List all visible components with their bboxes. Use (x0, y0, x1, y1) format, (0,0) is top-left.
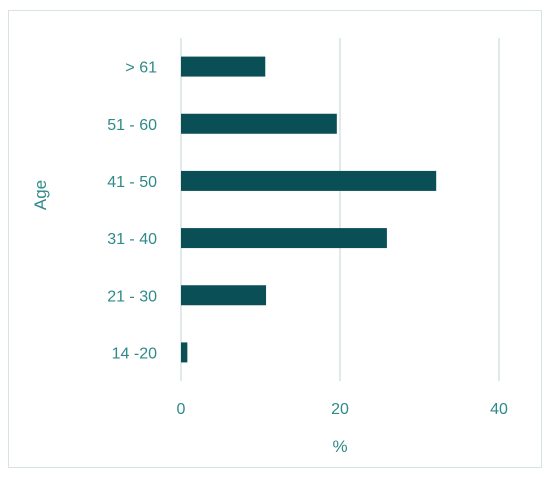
y-axis-title: Age (31, 180, 50, 210)
y-tick-label: 31 - 40 (107, 231, 157, 248)
bar-31-40 (181, 228, 387, 249)
x-tick-label: 0 (177, 401, 186, 418)
bar-layer (181, 56, 437, 363)
x-tick-label: 40 (490, 401, 508, 418)
bar-14-20 (181, 342, 188, 363)
y-tick-label: 41 - 50 (107, 174, 157, 191)
bar-21-30 (181, 285, 267, 306)
y-tick-label: > 61 (125, 60, 157, 77)
bar-51-60 (181, 113, 337, 134)
bar-41-50 (181, 170, 437, 191)
y-tick-label: 51 - 60 (107, 117, 157, 134)
y-tick-label: 14 -20 (112, 345, 157, 362)
grid-layer (180, 38, 500, 381)
label-layer: 0 20 40 14 -20 21 - 30 31 - 40 41 - 50 51 - 60 >… (107, 60, 508, 418)
x-axis-title: % (332, 437, 347, 456)
bar-61 (181, 56, 266, 77)
y-tick-label: 21 - 30 (107, 288, 157, 305)
x-tick-label: 20 (331, 401, 349, 418)
